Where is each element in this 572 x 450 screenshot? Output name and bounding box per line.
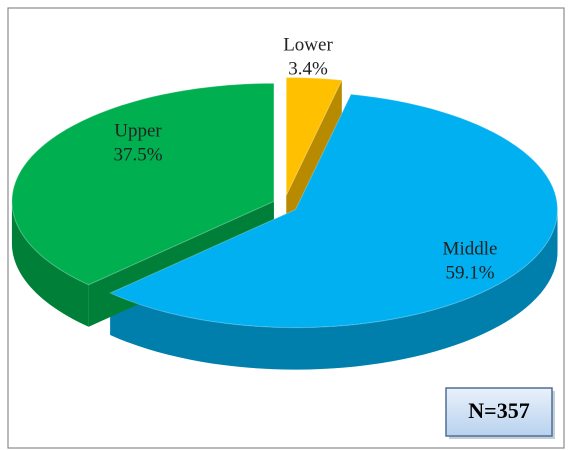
- slice: [109, 93, 559, 329]
- slice-edge: [11, 200, 89, 327]
- slice-wall: [286, 80, 342, 238]
- slice-edge-shade: [110, 208, 558, 370]
- slice: [285, 76, 343, 196]
- slice-wall-shade: [286, 80, 342, 238]
- slice-label-name: Middle: [443, 238, 498, 259]
- slice-tops: [11, 76, 559, 329]
- slice-label-value: 59.1%: [445, 262, 494, 283]
- slice-label-name: Upper: [114, 120, 162, 141]
- annotation-box: N=357: [445, 387, 555, 439]
- slice-labels: Lower 3.4% Middle 59.1% Upper 37.5%: [113, 34, 497, 283]
- slice-label-name: Lower: [283, 34, 333, 55]
- annotation: N=357: [468, 398, 529, 423]
- slice: [11, 82, 275, 286]
- slice-edge: [110, 208, 558, 370]
- box: [445, 387, 553, 437]
- slice-label-value: 3.4%: [288, 58, 328, 79]
- slice-edge-shade: [11, 200, 89, 327]
- slice-label-value: 37.5%: [113, 144, 162, 165]
- pie: Lower 3.4% Middle 59.1% Upper 37.5%: [11, 34, 559, 370]
